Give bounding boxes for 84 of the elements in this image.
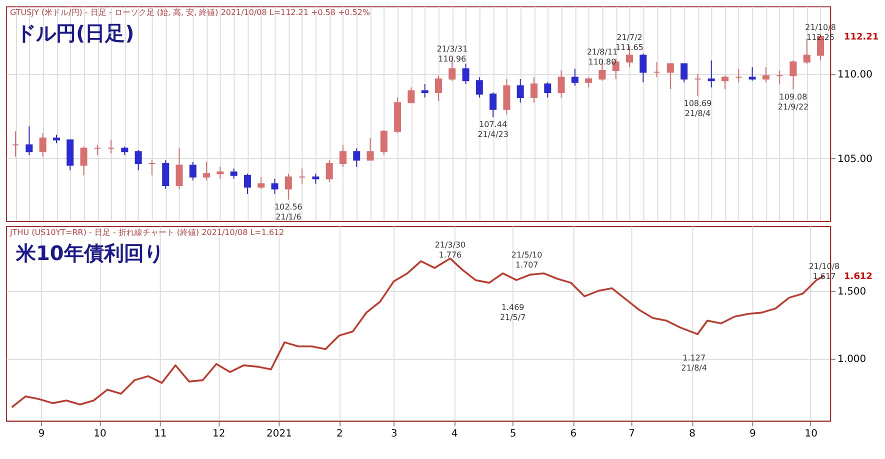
annotation: 102.56 21/1/6 xyxy=(274,202,302,222)
candlestick xyxy=(39,132,46,158)
candlestick xyxy=(421,84,428,98)
candlestick xyxy=(653,62,660,78)
candlestick xyxy=(353,148,360,168)
candlestick xyxy=(408,86,415,104)
candlestick xyxy=(108,139,115,154)
annotation: 21/5/10 1.707 xyxy=(511,250,542,270)
chart-subtitle: JTHU (US10YT=RR) - 日足 - 折れ線チャート (終値) 2021/10/08 L=1.612 xyxy=(8,228,284,237)
annotation: 107.44 21/4/23 xyxy=(478,120,508,140)
y-tick-label: 1.500 xyxy=(838,286,866,298)
candlestick xyxy=(680,63,688,83)
candlestick xyxy=(748,66,756,82)
x-tick-label: 2 xyxy=(336,428,343,440)
candlestick xyxy=(271,178,278,194)
text: 112.21 xyxy=(844,32,879,43)
candlestick xyxy=(462,63,470,85)
candlestick xyxy=(366,138,374,161)
candlestick xyxy=(735,68,742,83)
candlestick xyxy=(790,60,797,90)
x-tick-label: 6 xyxy=(570,428,577,440)
candlestick xyxy=(708,60,715,88)
candlestick xyxy=(312,173,320,184)
annotation: 21/3/31 110.96 xyxy=(436,44,468,64)
candlestick xyxy=(148,160,156,176)
candlestick xyxy=(203,161,210,181)
annotation: 1.469 21/5/7 xyxy=(500,302,526,322)
x-tick-label: 4 xyxy=(451,428,458,440)
annotation: 21/3/30 1.776 xyxy=(434,240,466,260)
candlestick xyxy=(585,76,592,88)
y-tick-label: 105.00 xyxy=(838,154,872,165)
candlestick xyxy=(476,76,483,98)
candlestick xyxy=(162,160,170,190)
candlestick xyxy=(544,82,552,98)
annotation: 1.127 21/8/4 xyxy=(681,354,707,373)
text: ドル円(日足) xyxy=(16,21,134,46)
y-tick-label: 110.00 xyxy=(838,69,872,80)
candlestick xyxy=(284,173,292,200)
candlestick xyxy=(503,78,510,115)
candlestick xyxy=(189,161,196,181)
annotation: 108.69 21/8/4 xyxy=(684,99,712,118)
candlestick xyxy=(516,78,524,104)
x-tick-label: 8 xyxy=(689,428,696,440)
candlestick xyxy=(176,148,183,190)
annotation: 21/7/2 111.65 xyxy=(616,32,644,52)
x-tick-label: 10 xyxy=(94,428,106,440)
x-tick-label: 2021 xyxy=(266,428,292,440)
text: 米10年債利回り xyxy=(14,240,164,265)
x-tick-label: 7 xyxy=(628,428,636,440)
x-tick-label: 12 xyxy=(212,428,226,440)
candlestick xyxy=(339,144,346,168)
candlestick xyxy=(776,70,784,85)
candlestick xyxy=(12,130,20,158)
candlestick xyxy=(530,76,538,104)
candlestick xyxy=(571,68,578,86)
x-tick-label: 3 xyxy=(391,428,398,440)
candlestick xyxy=(326,160,333,183)
candlestick xyxy=(434,75,442,102)
annotation: 109.08 21/9/22 xyxy=(778,92,809,112)
candlestick xyxy=(490,92,497,118)
candlestick xyxy=(762,66,770,83)
candlestick xyxy=(94,144,101,156)
candlestick xyxy=(640,53,647,83)
chart-subtitle: GTUSJY (米ドル/円) - 日足 - ローソク足 (始, 高, 安, 終値) 2021/10/08 L=112.21 +0.58 +0.52% xyxy=(10,8,370,18)
candlestick xyxy=(558,70,565,98)
candlestick xyxy=(134,149,142,171)
x-tick-label: 5 xyxy=(510,428,516,440)
candlestick xyxy=(230,168,238,180)
candlestick xyxy=(380,129,388,156)
candlestick xyxy=(694,73,702,97)
x-tick-label: 11 xyxy=(154,428,167,440)
candlestick xyxy=(666,63,674,90)
x-tick-label: 9 xyxy=(749,428,756,440)
candlestick xyxy=(26,126,33,156)
candlestick xyxy=(258,176,265,190)
annotation: 1.612 xyxy=(844,272,872,282)
candlestick xyxy=(722,75,729,90)
y-tick-label: 1.000 xyxy=(838,354,866,366)
x-tick-label: 10 xyxy=(804,428,818,440)
candlestick xyxy=(80,146,88,176)
candlestick xyxy=(216,166,224,180)
candlestick xyxy=(298,168,306,184)
x-tick-label: 9 xyxy=(38,428,45,440)
candlestick xyxy=(244,173,251,194)
